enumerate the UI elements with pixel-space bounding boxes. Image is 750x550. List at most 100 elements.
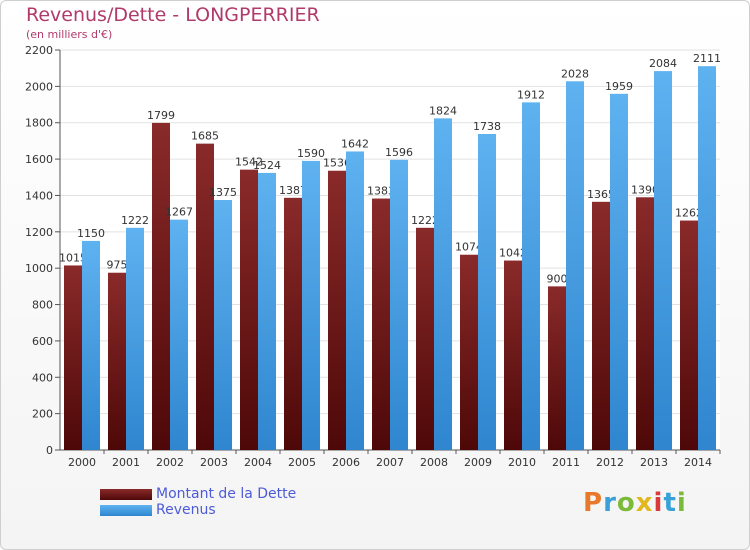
logo-letter: x	[635, 488, 654, 518]
x-tick-label: 2010	[508, 456, 536, 469]
bar-dette	[328, 170, 346, 450]
data-label-revenus: 1912	[517, 88, 545, 101]
bar-dette	[196, 143, 214, 451]
bar-revenus	[214, 200, 232, 450]
data-label-revenus: 1959	[605, 80, 633, 93]
legend-swatch-dette	[100, 489, 152, 500]
y-tick-label: 1200	[25, 226, 53, 239]
data-label-revenus: 1375	[209, 186, 237, 199]
bar-dette	[152, 122, 170, 450]
bar-dette	[240, 169, 258, 451]
bar-revenus	[610, 93, 628, 451]
data-label-revenus: 1596	[385, 146, 413, 159]
bar-dette	[372, 198, 390, 450]
bar-dette	[636, 197, 654, 450]
x-tick-label: 2012	[596, 456, 624, 469]
data-label-dette: 1365	[587, 188, 615, 201]
legend-swatch-revenus	[100, 505, 152, 516]
chart-subtitle: (en milliers d'€)	[26, 28, 113, 41]
y-tick-label: 600	[32, 335, 53, 348]
logo-letter: i	[676, 488, 687, 518]
data-label-dette: 1074	[455, 241, 483, 254]
bar-revenus	[390, 159, 408, 450]
data-label-dette: 1383	[367, 185, 395, 198]
data-label-revenus: 1222	[121, 214, 149, 227]
data-label-revenus: 2028	[561, 67, 589, 80]
x-tick-label: 2005	[288, 456, 316, 469]
data-label-dette: 1015	[59, 251, 87, 264]
bar-dette	[460, 254, 478, 450]
bar-revenus	[522, 102, 540, 450]
x-tick-label: 2014	[684, 456, 712, 469]
data-label-revenus: 1590	[297, 147, 325, 160]
bar-dette	[548, 286, 566, 450]
data-label-revenus: 1150	[77, 227, 105, 240]
x-tick-label: 2011	[552, 456, 580, 469]
legend-label-revenus: Revenus	[156, 502, 216, 518]
proxiti-logo: Proxiti	[583, 488, 687, 518]
x-tick-label: 2000	[68, 456, 96, 469]
logo-letter: o	[616, 488, 636, 518]
logo-letter: r	[603, 488, 617, 518]
bar-revenus	[478, 134, 496, 450]
data-label-dette: 1542	[235, 156, 263, 169]
x-tick-label: 2007	[376, 456, 404, 469]
data-label-dette: 1799	[147, 109, 175, 122]
y-tick-label: 1600	[25, 153, 53, 166]
data-label-revenus: 1642	[341, 137, 369, 150]
logo-letter: i	[653, 488, 664, 518]
data-label-dette: 1536	[323, 157, 351, 170]
bar-dette	[416, 227, 434, 450]
chart-title: Revenus/Dette - LONGPERRIER	[26, 4, 320, 26]
data-label-revenus: 1824	[429, 104, 457, 117]
data-label-dette: 1685	[191, 130, 219, 143]
bar-revenus	[346, 151, 364, 451]
x-tick-label: 2001	[112, 456, 140, 469]
x-tick-label: 2003	[200, 456, 228, 469]
bar-dette	[592, 201, 610, 450]
y-tick-label: 1800	[25, 117, 53, 130]
x-tick-label: 2002	[156, 456, 184, 469]
bar-dette	[504, 260, 522, 450]
x-tick-label: 2004	[244, 456, 272, 469]
bar-revenus	[82, 240, 100, 450]
data-label-revenus: 1738	[473, 120, 501, 133]
data-label-revenus: 2111	[693, 52, 721, 65]
y-tick-label: 200	[32, 408, 53, 421]
data-label-revenus: 1267	[165, 206, 193, 219]
data-label-dette: 900	[547, 272, 568, 285]
y-tick-label: 2200	[25, 44, 53, 57]
data-label-dette: 1262	[675, 207, 703, 220]
x-tick-label: 2008	[420, 456, 448, 469]
bar-dette	[680, 220, 698, 450]
y-tick-label: 800	[32, 299, 53, 312]
bar-revenus	[698, 66, 716, 450]
y-tick-label: 0	[46, 444, 53, 457]
x-tick-label: 2013	[640, 456, 668, 469]
bar-revenus	[258, 172, 276, 450]
legend-label-dette: Montant de la Dette	[156, 486, 297, 502]
y-tick-label: 2000	[25, 80, 53, 93]
x-tick-label: 2006	[332, 456, 360, 469]
data-label-dette: 1222	[411, 214, 439, 227]
y-tick-label: 1000	[25, 262, 53, 275]
data-label-dette: 975	[107, 259, 128, 272]
data-label-dette: 1387	[279, 184, 307, 197]
bar-dette	[108, 272, 126, 450]
bar-revenus	[566, 81, 584, 450]
logo-letter: P	[583, 488, 604, 518]
bar-revenus	[302, 160, 320, 450]
bar-dette	[284, 197, 302, 450]
logo-letter: t	[663, 488, 677, 518]
x-tick-label: 2009	[464, 456, 492, 469]
data-label-revenus: 2084	[649, 57, 677, 70]
data-label-dette: 1390	[631, 183, 659, 196]
data-label-dette: 1042	[499, 247, 527, 260]
data-label-revenus: 1524	[253, 159, 281, 172]
bar-dette	[64, 265, 82, 450]
bar-revenus	[126, 227, 144, 450]
y-tick-label: 1400	[25, 189, 53, 202]
bar-revenus	[170, 219, 188, 450]
y-tick-label: 400	[32, 371, 53, 384]
